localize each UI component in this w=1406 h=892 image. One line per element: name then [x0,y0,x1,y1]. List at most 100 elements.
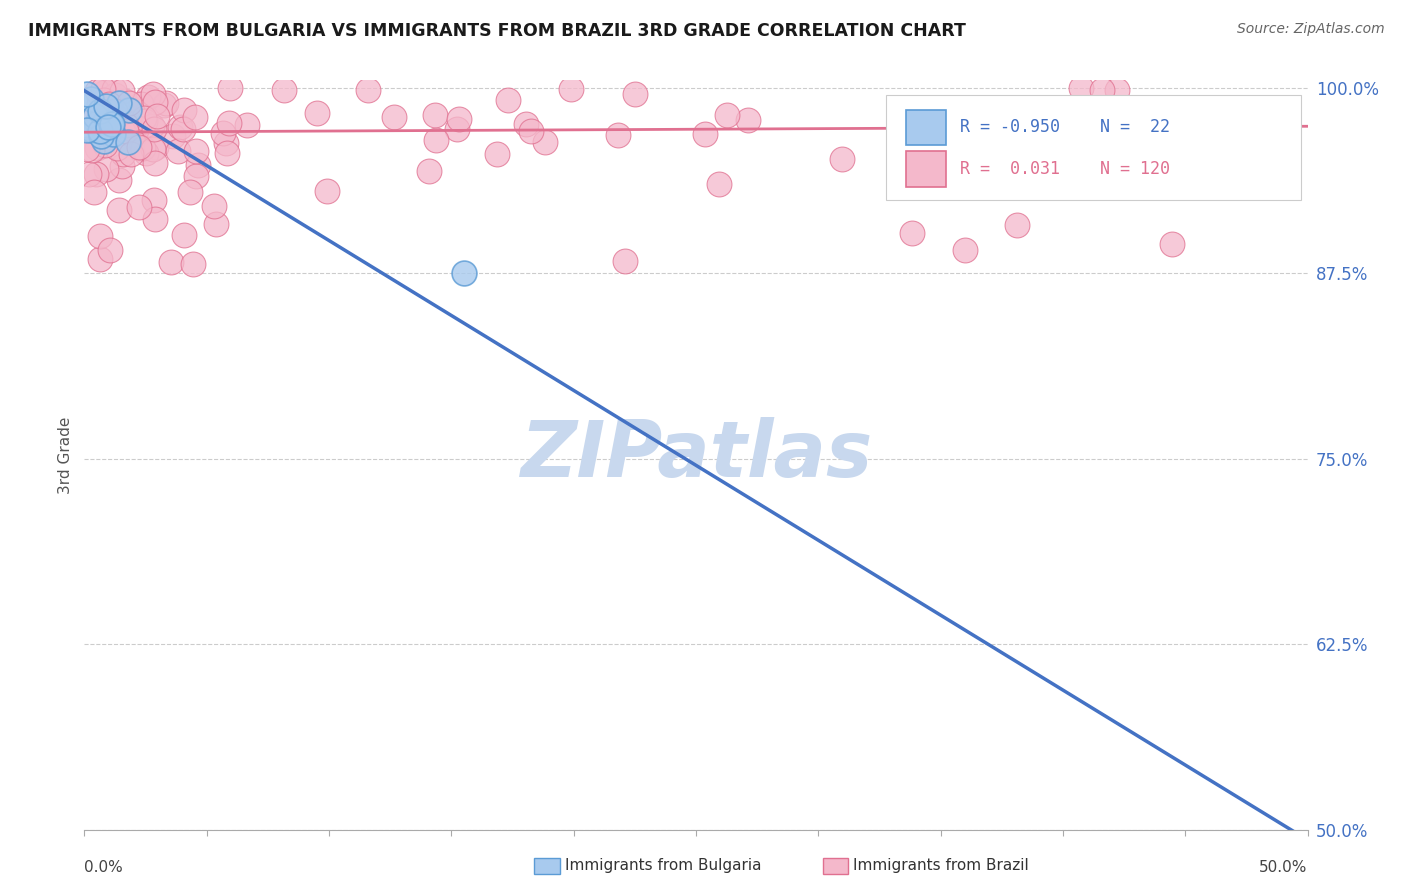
Point [83,109,105,123]
Point [86,140,108,154]
Point [953,244,976,258]
Point [103,81,125,95]
Point [515,117,537,131]
Point [901,226,924,240]
Point [831,153,853,167]
Point [115,124,138,138]
Point [142,142,165,156]
Point [1142,155,1164,169]
Point [104,104,127,119]
Point [202,199,225,213]
Point [94,85,117,99]
Point [98,114,121,128]
Point [94,137,117,152]
Point [446,122,468,136]
Point [87,97,110,112]
Point [1017,145,1039,159]
Point [90,129,112,144]
Point [218,81,240,95]
Point [1105,83,1128,97]
Point [155,95,177,110]
Point [77,167,100,181]
Point [134,114,156,128]
Point [89,103,111,118]
Point [89,229,111,244]
Point [79,91,101,105]
Point [108,97,131,112]
Point [93,115,115,129]
Point [534,135,557,149]
Point [695,127,717,141]
Text: Immigrants from Brazil: Immigrants from Brazil [853,858,1029,872]
Point [167,144,190,158]
Point [1170,169,1192,184]
Point [146,109,169,123]
Point [135,145,157,160]
Point [142,122,165,136]
Point [101,117,124,131]
Point [614,254,637,268]
Text: 50.0%: 50.0% [1260,860,1308,875]
Point [104,88,127,103]
Point [127,121,149,136]
Point [1001,179,1024,194]
Point [111,146,134,161]
Text: ZIPatlas: ZIPatlas [520,417,872,493]
Point [218,116,240,130]
Point [128,200,150,214]
Bar [907,110,945,145]
Point [118,95,141,110]
Point [111,159,134,173]
Point [486,146,509,161]
Point [98,244,121,258]
Point [173,103,195,117]
Point [425,108,447,122]
Point [316,184,339,198]
Point [141,119,163,133]
Text: 0.0%: 0.0% [84,860,124,875]
Point [104,109,127,123]
Point [132,141,155,155]
Point [89,252,111,266]
Point [97,97,120,112]
Point [453,266,475,280]
Point [86,84,108,98]
Point [83,185,105,199]
Point [82,122,104,136]
Point [169,120,191,134]
Point [159,255,181,269]
Point [1094,101,1116,115]
Point [120,146,142,161]
Point [145,211,167,226]
Point [108,172,131,186]
Point [179,185,201,199]
Point [307,105,329,120]
Point [172,122,194,136]
Point [129,141,152,155]
Point [93,122,115,136]
Point [1059,128,1081,143]
Point [89,124,111,138]
Text: IMMIGRANTS FROM BULGARIA VS IMMIGRANTS FROM BRAZIL 3RD GRADE CORRELATION CHART: IMMIGRANTS FROM BULGARIA VS IMMIGRANTS F… [28,22,966,40]
Point [498,93,520,107]
Point [108,203,131,218]
Point [98,101,121,115]
Point [93,93,115,107]
Point [100,117,122,131]
Point [97,120,120,134]
Point [737,112,759,127]
Point [273,83,295,97]
Point [129,97,152,112]
Point [94,125,117,139]
Point [76,87,98,101]
Point [183,110,205,124]
Point [418,164,440,178]
Point [152,98,174,112]
Point [141,87,163,102]
Text: Source: ZipAtlas.com: Source: ZipAtlas.com [1237,22,1385,37]
Point [117,136,139,150]
Point [425,132,447,146]
Point [1005,105,1028,120]
Point [136,90,159,104]
Point [1091,83,1114,97]
